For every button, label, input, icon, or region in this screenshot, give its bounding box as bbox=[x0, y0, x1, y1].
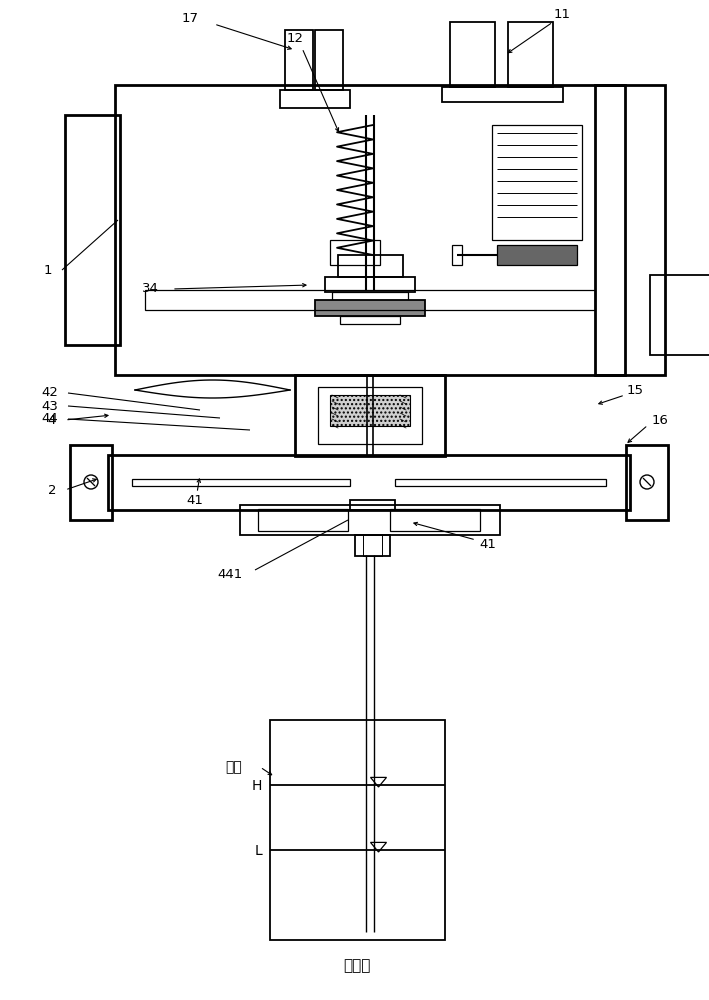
Circle shape bbox=[640, 475, 654, 489]
Bar bbox=[462, 22, 483, 87]
Bar bbox=[625, 115, 635, 345]
Bar bbox=[115, 85, 625, 375]
Text: 11: 11 bbox=[554, 8, 571, 21]
Bar bbox=[295, 375, 445, 456]
Bar bbox=[350, 500, 395, 510]
Bar bbox=[395, 479, 606, 486]
Text: 41: 41 bbox=[186, 493, 203, 506]
Bar bbox=[108, 488, 630, 510]
Bar bbox=[508, 22, 553, 87]
Bar bbox=[626, 445, 668, 520]
Text: 1: 1 bbox=[44, 263, 52, 276]
Bar bbox=[115, 85, 145, 375]
Bar bbox=[108, 455, 630, 510]
Bar bbox=[442, 87, 563, 102]
Bar bbox=[280, 90, 350, 108]
Bar bbox=[90, 145, 95, 315]
Bar bbox=[340, 316, 400, 324]
Text: 4: 4 bbox=[48, 414, 56, 426]
Text: L: L bbox=[255, 844, 262, 858]
Bar bbox=[240, 505, 500, 535]
Bar bbox=[635, 85, 665, 375]
Bar bbox=[626, 445, 668, 520]
Bar bbox=[115, 85, 625, 375]
Text: 44: 44 bbox=[42, 412, 58, 426]
Bar bbox=[325, 277, 415, 292]
Bar bbox=[595, 85, 625, 375]
Bar bbox=[315, 30, 343, 90]
Bar bbox=[595, 85, 665, 375]
Text: 34: 34 bbox=[142, 282, 158, 294]
Bar bbox=[325, 277, 415, 292]
Bar bbox=[70, 445, 112, 520]
Bar bbox=[130, 477, 608, 488]
Bar bbox=[295, 375, 445, 456]
Bar bbox=[318, 387, 422, 444]
Text: 真空井: 真空井 bbox=[343, 958, 371, 973]
Text: 2: 2 bbox=[48, 484, 56, 496]
Bar bbox=[115, 85, 625, 115]
Bar bbox=[258, 509, 348, 531]
Bar bbox=[595, 85, 665, 115]
Text: 15: 15 bbox=[627, 383, 644, 396]
Text: 16: 16 bbox=[652, 414, 669, 426]
Bar bbox=[363, 535, 382, 556]
Bar bbox=[65, 115, 120, 345]
Bar bbox=[323, 30, 335, 90]
Bar bbox=[285, 30, 313, 90]
Bar bbox=[450, 22, 495, 87]
Text: 进水: 进水 bbox=[225, 760, 242, 774]
Bar bbox=[315, 30, 343, 90]
Bar bbox=[330, 240, 380, 265]
Bar bbox=[315, 300, 425, 316]
Text: 41: 41 bbox=[479, 538, 496, 552]
Bar bbox=[508, 22, 553, 87]
Bar bbox=[330, 395, 410, 426]
Text: 43: 43 bbox=[42, 399, 58, 412]
Text: 17: 17 bbox=[182, 11, 199, 24]
Bar bbox=[332, 292, 408, 300]
Bar bbox=[450, 22, 495, 87]
Bar bbox=[497, 245, 577, 265]
Bar bbox=[240, 505, 500, 535]
Bar bbox=[270, 720, 445, 785]
Bar bbox=[350, 500, 395, 510]
Bar bbox=[608, 455, 630, 510]
Bar bbox=[145, 290, 595, 310]
Text: 12: 12 bbox=[286, 31, 303, 44]
Bar bbox=[338, 255, 403, 277]
Bar bbox=[280, 90, 350, 108]
Bar bbox=[492, 125, 582, 240]
Bar bbox=[595, 345, 665, 375]
Bar bbox=[145, 290, 595, 310]
Bar bbox=[293, 30, 305, 90]
Text: H: H bbox=[252, 779, 262, 793]
Bar bbox=[330, 240, 380, 265]
Text: 441: 441 bbox=[218, 568, 242, 582]
Bar bbox=[390, 509, 480, 531]
Bar bbox=[338, 255, 403, 277]
Bar bbox=[108, 455, 630, 477]
Bar bbox=[452, 245, 462, 265]
Bar bbox=[108, 455, 130, 510]
Bar bbox=[650, 275, 709, 355]
Bar bbox=[442, 87, 563, 102]
Circle shape bbox=[84, 475, 98, 489]
Bar bbox=[132, 479, 350, 486]
Bar bbox=[690, 275, 709, 355]
Bar bbox=[520, 22, 541, 87]
Bar bbox=[70, 445, 112, 520]
Bar bbox=[65, 115, 120, 345]
Bar bbox=[115, 345, 625, 375]
Bar bbox=[285, 30, 313, 90]
Bar bbox=[270, 720, 445, 940]
Bar bbox=[355, 535, 390, 556]
Bar bbox=[650, 275, 709, 355]
Bar bbox=[355, 535, 390, 556]
Bar bbox=[270, 785, 445, 940]
Text: 42: 42 bbox=[42, 386, 58, 399]
